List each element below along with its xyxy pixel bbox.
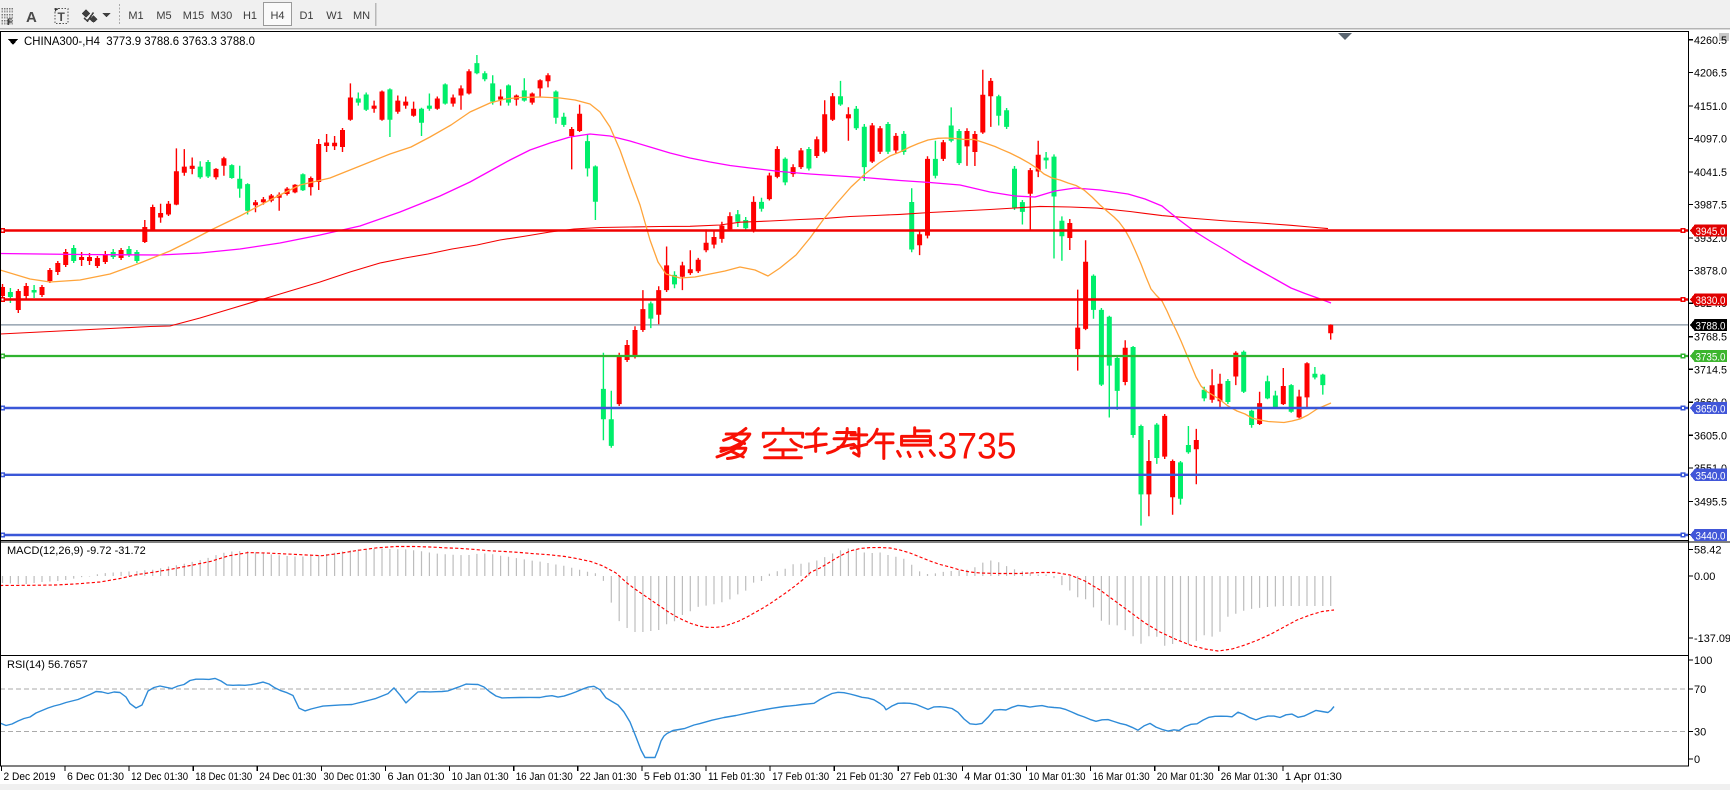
- svg-text:M5: M5: [156, 10, 171, 22]
- svg-text:0: 0: [1694, 754, 1700, 766]
- svg-text:30 Dec 01:30: 30 Dec 01:30: [323, 771, 380, 783]
- svg-text:30: 30: [1694, 727, 1706, 739]
- svg-text:3768.5: 3768.5: [1694, 332, 1727, 344]
- svg-text:M15: M15: [183, 10, 204, 22]
- svg-text:3650.0: 3650.0: [1696, 404, 1726, 416]
- svg-text:22 Jan 01:30: 22 Jan 01:30: [580, 771, 637, 783]
- svg-text:3735: 3735: [938, 426, 1017, 467]
- svg-text:3605.0: 3605.0: [1694, 430, 1727, 442]
- svg-text:F: F: [7, 17, 13, 27]
- svg-text:3735.0: 3735.0: [1696, 352, 1726, 364]
- svg-text:16 Mar 01:30: 16 Mar 01:30: [1093, 771, 1150, 783]
- svg-text:70: 70: [1694, 684, 1706, 696]
- svg-text:MACD(12,26,9) -9.72 -31.72: MACD(12,26,9) -9.72 -31.72: [7, 545, 146, 557]
- svg-text:0.00: 0.00: [1694, 571, 1715, 583]
- svg-text:11 Feb 01:30: 11 Feb 01:30: [708, 771, 765, 783]
- svg-text:17 Feb 01:30: 17 Feb 01:30: [772, 771, 829, 783]
- svg-text:3495.5: 3495.5: [1694, 496, 1727, 508]
- svg-text:3945.0: 3945.0: [1696, 226, 1726, 238]
- svg-text:24 Dec 01:30: 24 Dec 01:30: [259, 771, 316, 783]
- svg-text:RSI(14) 56.7657: RSI(14) 56.7657: [7, 659, 88, 671]
- svg-text:12 Dec 01:30: 12 Dec 01:30: [131, 771, 188, 783]
- svg-text:3830.0: 3830.0: [1696, 295, 1726, 307]
- svg-text:T: T: [58, 10, 66, 24]
- svg-text:26 Mar 01:30: 26 Mar 01:30: [1221, 771, 1278, 783]
- svg-text:3878.0: 3878.0: [1694, 266, 1727, 278]
- svg-text:3440.0: 3440.0: [1696, 531, 1726, 543]
- svg-text:3714.5: 3714.5: [1694, 364, 1727, 376]
- svg-text:M30: M30: [211, 10, 232, 22]
- svg-text:27 Feb 01:30: 27 Feb 01:30: [900, 771, 957, 783]
- svg-text:CHINA300-,H4 3773.9 3788.6 37: CHINA300-,H4 3773.9 3788.6 3763.3 3788.0: [24, 34, 255, 48]
- svg-text:H1: H1: [243, 10, 257, 22]
- svg-text:M1: M1: [128, 10, 143, 22]
- svg-text:21 Feb 01:30: 21 Feb 01:30: [836, 771, 893, 783]
- svg-text:-137.09: -137.09: [1694, 633, 1730, 645]
- svg-text:20 Mar 01:30: 20 Mar 01:30: [1157, 771, 1214, 783]
- svg-text:5 Feb 01:30: 5 Feb 01:30: [644, 771, 701, 783]
- svg-text:3540.0: 3540.0: [1696, 470, 1726, 482]
- svg-text:18 Dec 01:30: 18 Dec 01:30: [195, 771, 252, 783]
- svg-text:4 Mar 01:30: 4 Mar 01:30: [964, 771, 1021, 783]
- svg-text:4260.5: 4260.5: [1694, 35, 1727, 47]
- svg-text:6 Jan 01:30: 6 Jan 01:30: [388, 771, 445, 783]
- svg-text:D1: D1: [299, 10, 313, 22]
- svg-text:10 Jan 01:30: 10 Jan 01:30: [452, 771, 509, 783]
- svg-text:4097.0: 4097.0: [1694, 134, 1727, 146]
- svg-text:100: 100: [1694, 655, 1712, 667]
- svg-text:4206.5: 4206.5: [1694, 67, 1727, 79]
- svg-text:A: A: [26, 9, 37, 26]
- svg-text:2 Dec 2019: 2 Dec 2019: [4, 771, 56, 783]
- svg-text:4151.0: 4151.0: [1694, 101, 1727, 113]
- svg-text:6 Dec 01:30: 6 Dec 01:30: [67, 771, 124, 783]
- svg-text:W1: W1: [326, 10, 343, 22]
- svg-text:1 Apr 01:30: 1 Apr 01:30: [1285, 771, 1342, 783]
- svg-text:3788.0: 3788.0: [1696, 321, 1726, 333]
- svg-text:3987.5: 3987.5: [1694, 200, 1727, 212]
- svg-text:58.42: 58.42: [1694, 545, 1722, 557]
- svg-text:H4: H4: [270, 10, 284, 22]
- svg-text:16 Jan 01:30: 16 Jan 01:30: [516, 771, 573, 783]
- svg-text:4041.5: 4041.5: [1694, 167, 1727, 179]
- svg-text:10 Mar 01:30: 10 Mar 01:30: [1029, 771, 1086, 783]
- svg-text:MN: MN: [353, 10, 370, 22]
